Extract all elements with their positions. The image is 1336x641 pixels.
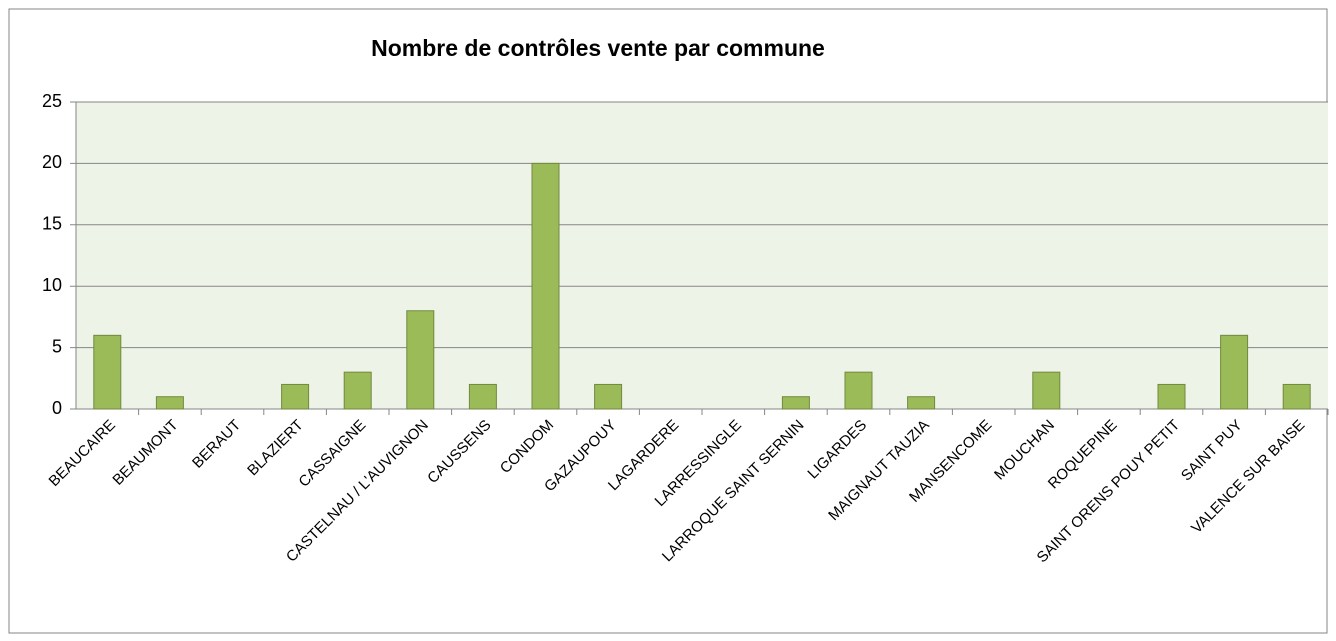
bar [1032,371,1061,410]
bar [781,396,810,410]
plot-area [76,102,1328,409]
bar [844,371,873,410]
y-tick-label: 10 [42,275,62,295]
bar [594,383,623,410]
bar [468,383,497,410]
bar [531,162,560,410]
y-tick-label: 0 [52,398,62,418]
bar [406,310,435,410]
y-tick-label: 15 [42,214,62,234]
y-tick-label: 5 [52,336,62,356]
bar [343,371,372,410]
bar [93,334,122,410]
bar [1220,334,1249,410]
chart-title: Nombre de contrôles vente par commune [371,35,825,61]
y-tick-label: 20 [42,152,62,172]
y-tick-label: 25 [42,91,62,111]
bar [1282,383,1311,410]
bar [1157,383,1186,410]
bar [907,396,936,410]
bar [281,383,310,410]
bar [155,396,184,410]
